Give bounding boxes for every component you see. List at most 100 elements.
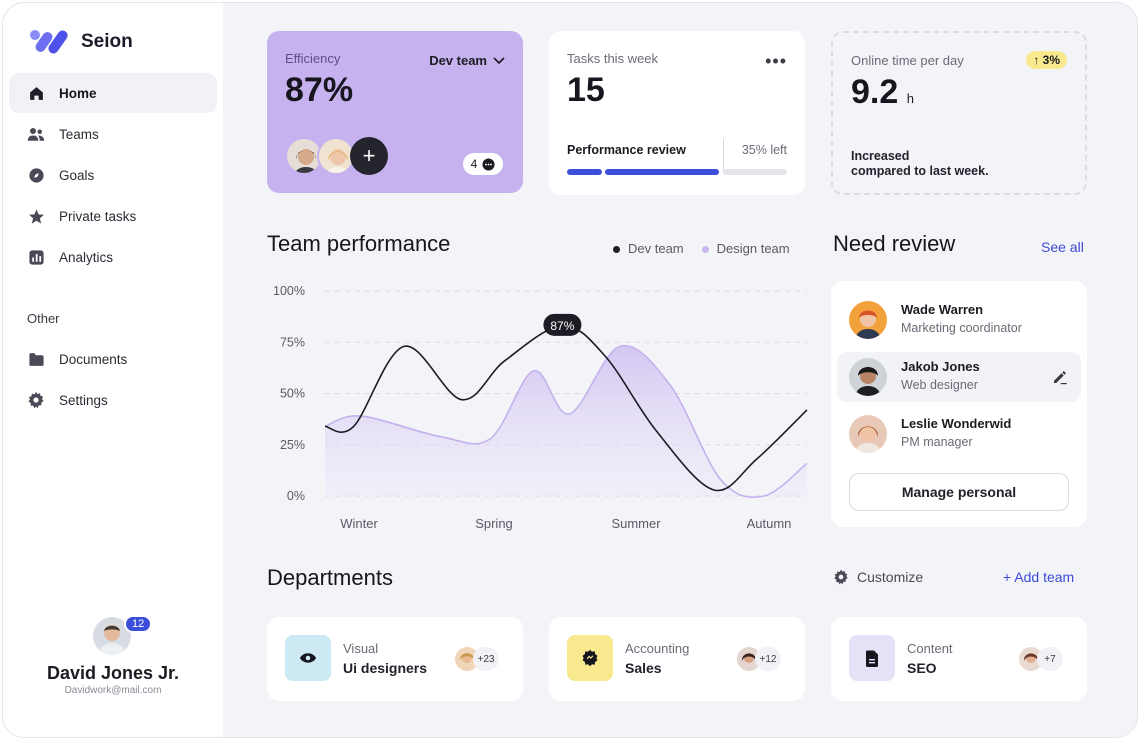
person-name: Jakob Jones <box>901 359 980 374</box>
y-tick-label: 0% <box>287 489 305 503</box>
folder-icon <box>27 350 45 368</box>
x-tick-label: Summer <box>611 516 661 531</box>
sidebar-item-label: Private tasks <box>59 208 137 224</box>
online-note-line: compared to last week. <box>851 164 989 178</box>
person-name: Wade Warren <box>901 302 984 317</box>
y-tick-label: 100% <box>273 284 305 298</box>
legend-item-design-team[interactable]: Design team <box>701 241 790 256</box>
sidebar-item-private-tasks[interactable]: Private tasks <box>9 196 217 236</box>
y-tick-label: 50% <box>280 387 305 401</box>
efficiency-card: Efficiency Dev team 87% + 4 <box>267 31 523 193</box>
department-name: Sales <box>625 660 662 676</box>
plus-icon: + <box>362 143 376 168</box>
department-card[interactable]: Accounting Sales +12 <box>549 617 805 701</box>
divider <box>723 139 724 173</box>
list-item[interactable]: Leslie Wonderwid PM manager <box>837 409 1081 459</box>
y-tick-label: 75% <box>280 335 305 349</box>
profile-email: Davidwork@mail.com <box>64 685 162 696</box>
legend-dot <box>613 246 620 254</box>
notification-badge[interactable]: 12 <box>124 615 153 633</box>
need-review-title: Need review <box>833 231 956 256</box>
app-name: Seion <box>81 31 133 52</box>
sidebar-item-teams[interactable]: Teams <box>9 114 217 154</box>
avatar <box>849 358 887 396</box>
design-team-line <box>324 344 808 498</box>
manage-personal-button[interactable]: Manage personal <box>849 473 1069 511</box>
department-card[interactable]: Content SEO +7 <box>831 617 1087 701</box>
more-options-icon[interactable]: ••• <box>765 51 787 71</box>
chat-icon <box>482 157 495 171</box>
avatar[interactable] <box>285 137 323 175</box>
team-performance-title: Team performance <box>267 231 451 256</box>
departments-title: Departments <box>267 565 393 590</box>
peak-tooltip-label: 87% <box>550 319 574 333</box>
change-badge: ↑ 3% <box>1026 51 1067 69</box>
progress-remaining <box>723 169 787 175</box>
team-performance-chart: 100% 75% 50% 25% 0% Winter Spring Summer Autumn 8… <box>273 284 808 531</box>
sidebar-item-label: Goals <box>59 167 95 183</box>
performance-review-label: Performance review <box>567 143 686 157</box>
y-tick-label: 25% <box>280 438 305 452</box>
sidebar-item-analytics[interactable]: Analytics <box>9 237 217 277</box>
sidebar-item-settings[interactable]: Settings <box>9 380 217 420</box>
edit-icon[interactable] <box>1051 368 1069 386</box>
gear-icon <box>834 569 848 585</box>
online-note-line: Increased <box>851 149 910 163</box>
customize-button[interactable]: Customize <box>833 569 923 585</box>
team-dropdown[interactable]: Dev team <box>429 53 505 68</box>
department-category: Visual <box>343 641 379 656</box>
add-team-button[interactable]: + Add team <box>1003 569 1075 585</box>
department-category: Accounting <box>625 641 690 656</box>
list-item[interactable]: Jakob Jones Web designer <box>837 352 1081 402</box>
sidebar: Seion Home Teams Goals Private tasks <box>3 3 223 737</box>
tasks-value: 15 <box>567 71 605 109</box>
logo-icon <box>30 30 68 54</box>
comments-badge[interactable]: 4 <box>463 153 503 175</box>
member-count: +12 <box>755 647 781 671</box>
avatar[interactable] <box>317 137 355 175</box>
team-dropdown-value: Dev team <box>429 53 487 68</box>
person-name: Leslie Wonderwid <box>901 416 1012 431</box>
sidebar-item-goals[interactable]: Goals <box>9 155 217 195</box>
x-tick-label: Spring <box>475 516 513 531</box>
avatar[interactable] <box>93 617 131 655</box>
member-count: +23 <box>473 647 499 671</box>
customize-label: Customize <box>857 569 924 585</box>
legend-item-dev-team[interactable]: Dev team <box>613 241 684 256</box>
person-role: Web designer <box>901 378 978 392</box>
department-category: Content <box>907 641 953 656</box>
online-label: Online time per day <box>851 53 964 68</box>
legend-label: Dev team <box>628 241 684 256</box>
see-all-link[interactable]: See all <box>1041 239 1084 255</box>
sidebar-item-label: Documents <box>59 351 128 367</box>
chart-legend: Dev team Design team <box>613 241 790 256</box>
department-name: Ui designers <box>343 660 428 676</box>
section-label-other: Other <box>27 311 60 326</box>
legend-label: Design team <box>716 241 790 256</box>
efficiency-label: Efficiency <box>285 51 341 66</box>
department-card[interactable]: Visual Ui designers +23 <box>267 617 523 701</box>
progress-segment <box>605 169 719 175</box>
document-icon <box>849 635 895 681</box>
add-member-button[interactable]: + <box>350 137 388 175</box>
efficiency-value: 87% <box>285 71 354 109</box>
progress-segment <box>567 169 602 175</box>
chevron-down-icon <box>493 56 505 64</box>
sidebar-item-label: Home <box>59 85 97 101</box>
sidebar-item-home[interactable]: Home <box>9 73 217 113</box>
users-icon <box>27 125 45 143</box>
comments-count: 4 <box>470 157 478 171</box>
change-value: 3% <box>1042 53 1060 67</box>
person-role: PM manager <box>901 435 973 449</box>
online-value-group: 9.2 h <box>851 73 914 112</box>
online-note: Increased compared to last week. <box>851 149 989 179</box>
home-icon <box>27 84 45 102</box>
list-item[interactable]: Wade Warren Marketing coordinator <box>837 295 1081 345</box>
sidebar-item-documents[interactable]: Documents <box>9 339 217 379</box>
logo[interactable]: Seion <box>29 27 133 57</box>
chart-icon <box>27 248 45 266</box>
online-time-card: Online time per day ↑ 3% 9.2 h Increased… <box>831 31 1087 195</box>
performance-review-left: 35% left <box>741 143 787 157</box>
sidebar-item-label: Analytics <box>59 249 114 265</box>
